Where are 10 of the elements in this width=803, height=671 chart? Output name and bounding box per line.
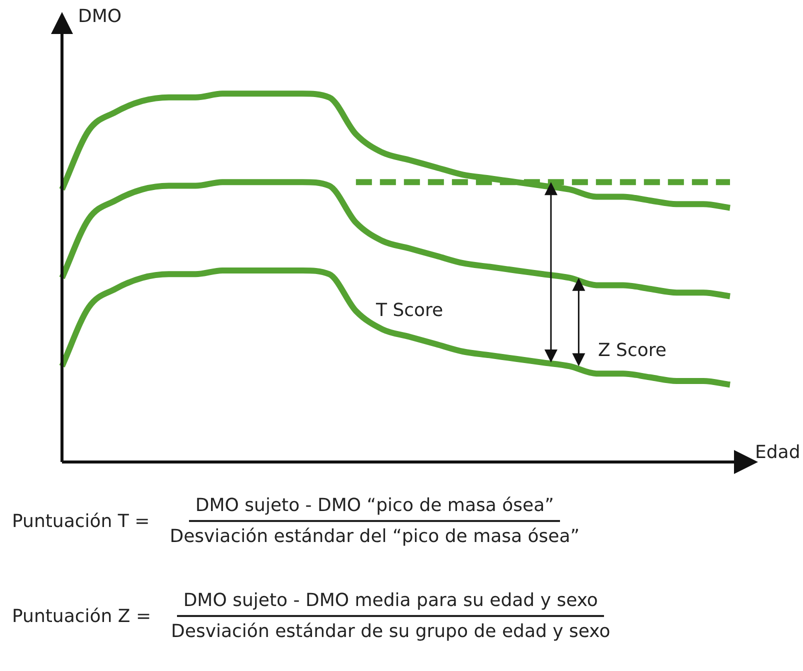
text: DMO sujeto - DMO media para su edad y sexo (177, 590, 604, 617)
y-axis-title: DMO (78, 6, 122, 27)
text: Desviación estándar del “pico de masa ósea” (168, 525, 581, 547)
text: Desviación estándar de su grupo de edad y sexo (170, 620, 612, 642)
text: DMO sujeto - DMO “pico de masa ósea” (189, 495, 560, 522)
text: Puntuación T = (12, 510, 150, 532)
x-axis-title: Edad (755, 442, 800, 463)
annotation: Z Score (598, 340, 666, 361)
text: Puntuación Z = (12, 606, 152, 626)
annotation: T Score (376, 300, 444, 321)
